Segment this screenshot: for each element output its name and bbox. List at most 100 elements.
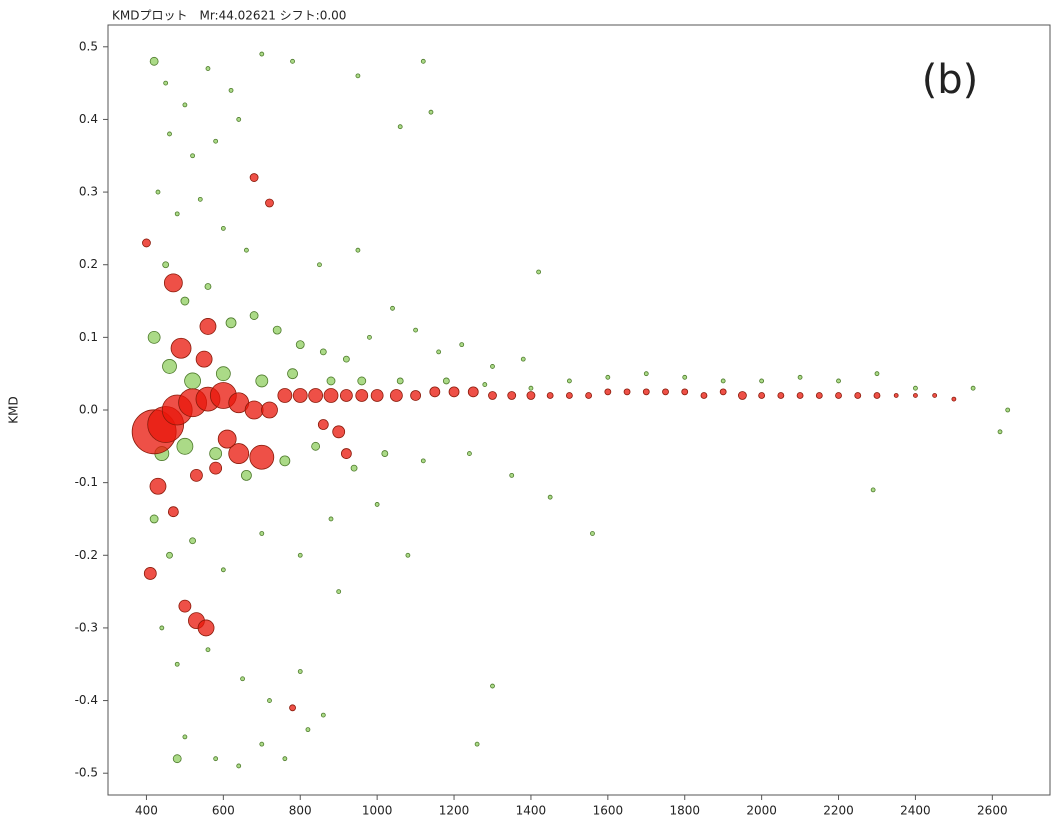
point	[162, 261, 170, 269]
point	[292, 388, 308, 403]
point	[854, 392, 862, 399]
point	[605, 374, 611, 380]
point	[317, 262, 322, 268]
point	[176, 437, 194, 455]
point	[228, 87, 234, 93]
point	[536, 269, 542, 275]
x-tick-label: 2200	[823, 804, 854, 818]
point	[420, 58, 426, 64]
point	[267, 698, 272, 703]
point	[381, 450, 389, 457]
point	[681, 388, 689, 396]
point	[159, 625, 165, 631]
point	[213, 138, 219, 144]
point	[355, 247, 361, 253]
chart-title: KMDプロット Mr:44.02621 シフト:0.00	[112, 9, 346, 23]
y-tick-label: -0.2	[75, 548, 98, 562]
point	[244, 400, 264, 420]
point	[405, 552, 411, 558]
point	[209, 447, 223, 460]
y-tick-label: 0.5	[79, 39, 98, 53]
y-tick-label: -0.4	[75, 693, 98, 707]
point	[220, 567, 226, 573]
point	[509, 472, 515, 478]
point	[277, 388, 293, 403]
point	[205, 647, 211, 653]
point	[397, 124, 403, 130]
point	[259, 51, 265, 57]
point	[225, 317, 237, 329]
point	[197, 196, 203, 202]
point	[328, 516, 334, 522]
point	[167, 131, 172, 137]
point	[490, 364, 495, 369]
x-tick-label: 1000	[362, 804, 393, 818]
point	[182, 734, 188, 740]
y-tick-label: 0.4	[79, 112, 98, 126]
point	[482, 382, 488, 387]
y-tick-label: 0.3	[79, 185, 98, 199]
point	[682, 374, 688, 380]
point	[282, 756, 288, 762]
point	[241, 469, 252, 481]
point	[546, 392, 554, 399]
point	[815, 392, 823, 399]
point	[149, 514, 159, 524]
point	[528, 385, 534, 391]
point	[442, 377, 450, 385]
point	[240, 676, 245, 682]
x-tick-label: 1800	[669, 804, 700, 818]
point	[797, 374, 803, 380]
point	[172, 754, 182, 764]
point	[913, 393, 918, 398]
point	[410, 390, 421, 401]
point	[429, 386, 441, 398]
point	[205, 66, 211, 71]
point	[162, 359, 177, 374]
point	[215, 366, 231, 382]
point	[355, 389, 369, 402]
point	[336, 589, 342, 595]
point	[566, 378, 572, 384]
point	[149, 477, 167, 495]
point	[1005, 407, 1011, 413]
point	[396, 377, 404, 385]
y-tick-label: -0.5	[75, 766, 98, 780]
point	[166, 551, 173, 559]
point	[520, 356, 526, 362]
point	[759, 378, 765, 384]
point	[220, 225, 226, 231]
point	[913, 385, 918, 391]
point	[526, 391, 536, 400]
point	[163, 273, 183, 293]
point	[997, 429, 1003, 435]
y-axis-label: KMD	[7, 396, 21, 423]
y-tick-label: 0.1	[79, 330, 98, 344]
point	[265, 198, 274, 208]
point	[167, 506, 179, 518]
point	[182, 102, 188, 108]
point	[197, 619, 215, 637]
point	[261, 401, 278, 419]
point	[488, 391, 497, 400]
x-tick-label: 1600	[593, 804, 624, 818]
point	[213, 756, 219, 762]
point	[163, 80, 169, 86]
point	[835, 392, 842, 399]
point	[355, 73, 361, 79]
point	[565, 392, 573, 399]
point	[367, 334, 372, 340]
point	[308, 388, 324, 403]
point	[305, 727, 311, 733]
point	[420, 458, 426, 464]
point	[758, 392, 766, 399]
y-tick-label: 0.0	[79, 403, 98, 417]
point	[199, 318, 217, 335]
point	[319, 348, 327, 356]
point	[289, 704, 296, 712]
point	[190, 468, 203, 482]
point	[255, 374, 269, 388]
point	[249, 173, 259, 182]
point	[209, 461, 223, 475]
point	[507, 391, 517, 400]
